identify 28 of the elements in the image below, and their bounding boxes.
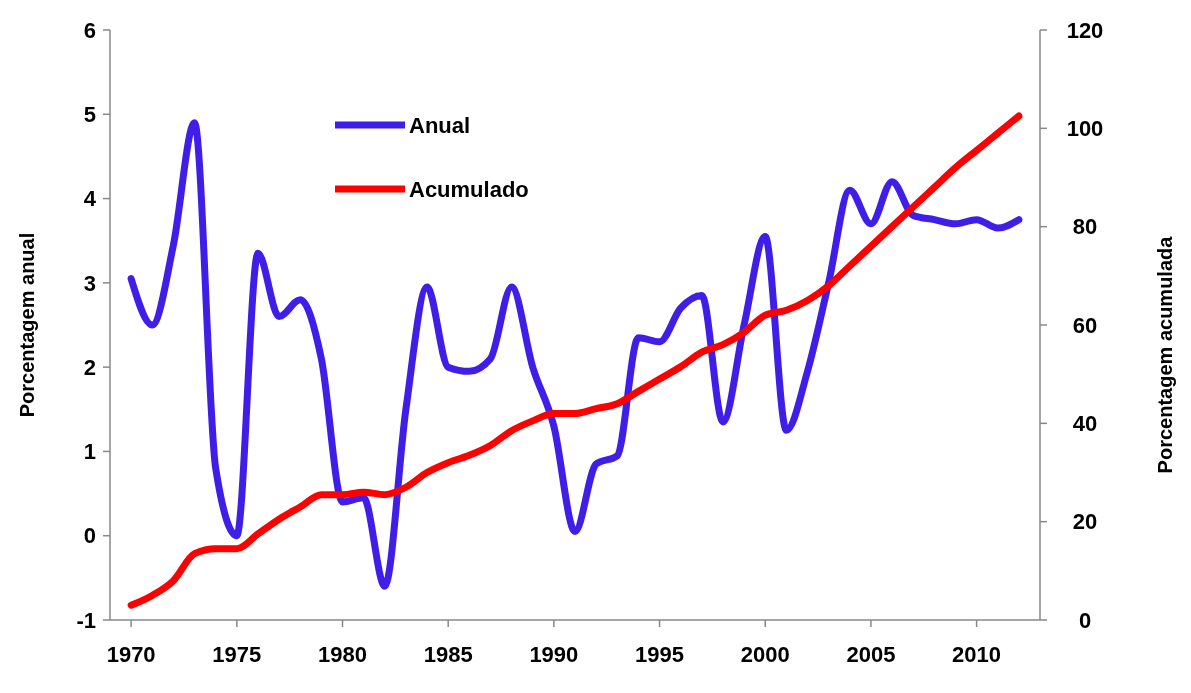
y2-tick-label: 80: [1072, 214, 1098, 240]
y2-tick-label: 100: [1066, 116, 1104, 142]
y-axis-title: Porcentagem anual: [16, 232, 38, 418]
y2-tick-label: 20: [1072, 509, 1098, 535]
y2-tick-label: 120: [1066, 17, 1104, 43]
x-tick-label: 2005: [846, 642, 896, 667]
x-tick-label: 1980: [318, 642, 367, 667]
y-tick-label: 4: [83, 186, 97, 212]
x-tick-label: 1995: [635, 642, 685, 667]
legend-label: Anual: [409, 112, 471, 138]
y-tick-label: 1: [83, 439, 96, 465]
y-tick-label: 6: [83, 17, 96, 43]
x-tick-label: 1990: [529, 642, 579, 667]
y2-tick-label: 0: [1078, 607, 1092, 633]
y-tick-label: -1: [76, 607, 96, 633]
x-tick-label: 1970: [106, 642, 156, 667]
x-tick-label: 1975: [212, 642, 262, 667]
x-tick-label: 1985: [423, 642, 473, 667]
y-tick-label: 0: [83, 523, 96, 549]
y2-axis-title: Porcentagem acumulada: [1154, 235, 1176, 474]
legend-label: Acumulado: [409, 176, 529, 202]
y-tick-label: 3: [83, 270, 96, 296]
y-tick-label: 2: [83, 354, 96, 380]
y2-tick-label: 60: [1072, 312, 1098, 338]
x-tick-label: 2010: [952, 642, 1002, 667]
y-tick-label: 5: [83, 101, 96, 127]
y2-tick-label: 40: [1072, 411, 1098, 437]
x-tick-label: 2000: [740, 642, 790, 667]
